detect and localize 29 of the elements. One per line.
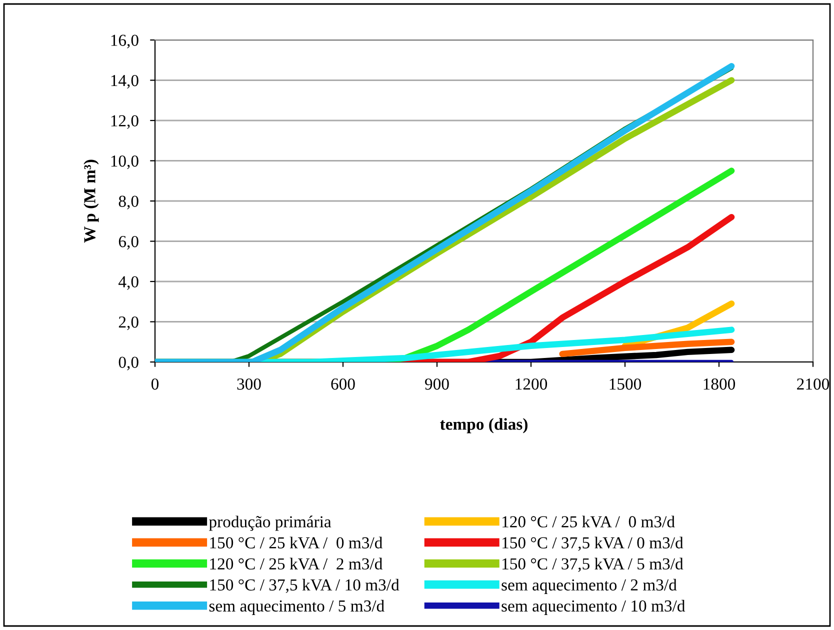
legend-label: 120 °C / 25 kVA / 2 m3/d — [210, 558, 382, 570]
legend-label: sem aquecimento / 2 m3/d — [502, 578, 677, 594]
legend-label: 120 °C / 25 kVA / 0 m3/d — [502, 516, 675, 528]
legend-label: sem aquecimento / 5 m3/d — [209, 600, 384, 615]
x-tick-label: 900 — [425, 378, 449, 390]
y-tick-label: 6,0 — [118, 236, 138, 250]
y-tick-label: 10,0 — [111, 155, 138, 170]
y-tick-label: 14,0 — [111, 74, 138, 89]
x-axis-title: tempo (dias) — [440, 418, 528, 434]
x-tick-label: 1800 — [704, 378, 736, 390]
legend-label: 150 °C / 37,5 kVA / 10 m3/d — [210, 578, 400, 593]
x-tick-label: 600 — [331, 378, 355, 390]
x-tick-label: 1200 — [516, 378, 548, 390]
x-tick-label: 0 — [151, 378, 159, 390]
legend-label: 150 °C / 37,5 kVA / 0 m3/d — [502, 536, 684, 551]
y-tick-label: 12,0 — [111, 115, 138, 129]
x-tick-label: 300 — [237, 378, 261, 390]
y-tick-label: 0,0 — [118, 356, 138, 370]
y-tick-label: 8,0 — [118, 196, 138, 210]
x-tick-label: 2100 — [797, 378, 830, 390]
y-tick-label: 16,0 — [111, 34, 138, 48]
y-tick-label: 4,0 — [118, 276, 138, 290]
y-tick-label: 2,0 — [118, 316, 138, 330]
legend-label: 150 °C / 25 kVA / 0 m3/d — [210, 536, 382, 549]
legend-label: sem aquecimento / 10 m3/d — [502, 600, 686, 615]
y-axis-title: W p (M m³) — [84, 160, 99, 243]
x-tick-label: 1500 — [610, 378, 642, 390]
legend-label: produção primária — [208, 516, 332, 531]
legend-label: 150 °C / 37,5 kVA / 5 m3/d — [502, 558, 684, 572]
